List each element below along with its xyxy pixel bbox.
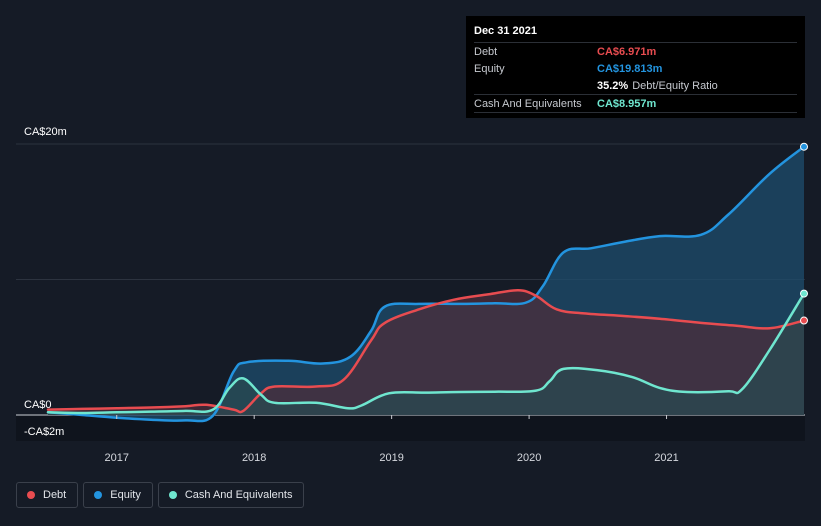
tooltip-date: Dec 31 2021 (474, 25, 537, 37)
x-axis-labels: 2017 2018 2019 2020 2021 (104, 415, 679, 464)
x-tick-label: 2021 (654, 452, 678, 464)
x-tick-label: 2020 (517, 452, 541, 464)
tooltip-equity-label: Equity (474, 62, 505, 75)
legend-debt-label: Debt (43, 489, 67, 501)
cash-and-equivalents-line (46, 292, 806, 415)
tooltip-cash-label: Cash And Equivalents (474, 97, 582, 110)
tooltip-row-ratio: 35.2% Debt/Equity Ratio (474, 77, 797, 94)
equity-end-marker (800, 142, 808, 151)
legend-cash-dot-icon (168, 491, 177, 499)
legend-item-debt[interactable]: Debt (16, 482, 79, 508)
tooltip-cash-value: CA$8.957m (597, 97, 657, 110)
legend-equity-dot-icon (94, 491, 103, 499)
series-areas (48, 146, 804, 422)
cash-and-equivalents-end-marker (800, 289, 808, 298)
y-tick-label: -CA$2m (24, 426, 64, 438)
tooltip-equity-value: CA$19.813m (597, 62, 663, 75)
tooltip-row-equity: Equity CA$19.813m (474, 60, 797, 77)
tooltip-row-debt: Debt CA$6.971m (474, 42, 797, 60)
tooltip-debt-label: Debt (474, 45, 498, 58)
legend-debt-dot-icon (27, 491, 35, 499)
debt-end-marker (800, 316, 808, 325)
cash-and-equivalents-area (48, 293, 804, 415)
x-tick-label: 2017 (104, 452, 128, 464)
data-tooltip: Dec 31 2021 Debt CA$6.971m Equity CA$19.… (466, 16, 805, 118)
tooltip-debt-value: CA$6.971m (597, 45, 657, 58)
tooltip-ratio-caption: Debt/Equity Ratio (632, 79, 718, 92)
equity-line (46, 145, 806, 423)
y-tick-label: CA$20m (24, 126, 67, 138)
x-tick-label: 2019 (379, 452, 403, 464)
tooltip-row-cash: Cash And Equivalents CA$8.957m (474, 94, 797, 113)
legend-item-cash[interactable]: Cash And Equivalents (157, 482, 305, 508)
tooltip-ratio-value: 35.2% (597, 79, 629, 92)
debt-line (46, 289, 806, 414)
legend-equity-label: Equity (110, 489, 141, 501)
legend-item-equity[interactable]: Equity (83, 482, 153, 508)
y-tick-label: CA$0 (24, 399, 52, 411)
x-tick-label: 2018 (242, 452, 266, 464)
series-lines (46, 145, 806, 423)
y-axis-labels: CA$20m CA$0 -CA$2m (24, 126, 67, 438)
series-end-markers (800, 142, 808, 325)
legend-cash-label: Cash And Equivalents (184, 489, 293, 501)
chart-legend: Debt Equity Cash And Equivalents (16, 482, 305, 508)
